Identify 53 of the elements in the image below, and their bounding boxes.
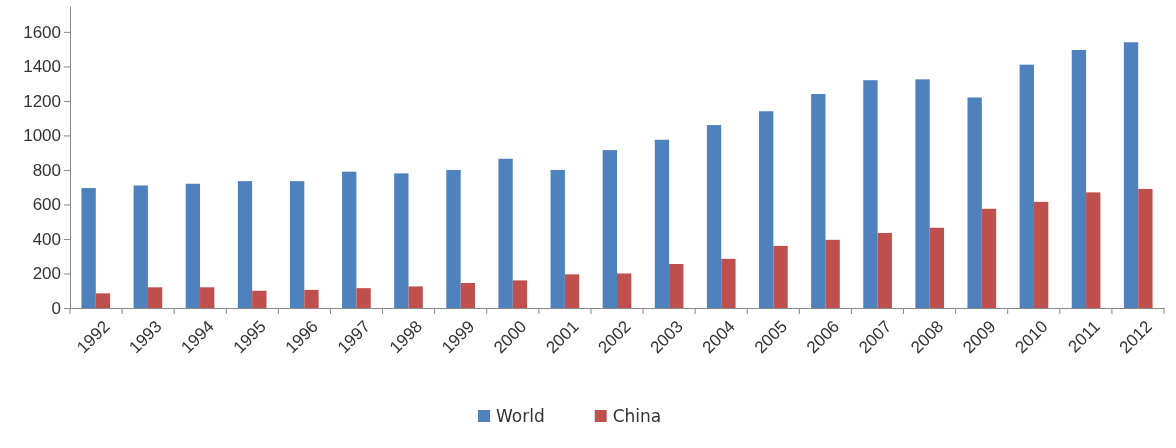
y-tick-label: 800 (32, 160, 61, 180)
bar (617, 273, 632, 308)
bar (1123, 42, 1139, 308)
bar (200, 287, 215, 308)
legend-label: China (612, 406, 662, 426)
y-tick-label: 1600 (23, 22, 61, 42)
bar (446, 169, 461, 308)
y-tick-label: 1200 (23, 91, 61, 111)
bar (133, 185, 148, 308)
bar (1019, 64, 1034, 308)
bar (863, 80, 878, 308)
bar (721, 258, 736, 308)
bar (237, 181, 253, 308)
bar (550, 169, 565, 308)
bar (394, 173, 409, 308)
bar (289, 181, 305, 308)
y-tick-label: 1000 (23, 126, 61, 146)
bar (81, 188, 96, 308)
bar (460, 282, 475, 308)
bar (1138, 188, 1153, 308)
bar (669, 263, 684, 308)
legend-label: World (496, 406, 545, 426)
bar (967, 97, 982, 308)
bar (915, 79, 930, 308)
bar (981, 208, 997, 308)
bar (564, 274, 580, 308)
bar (498, 158, 513, 308)
bar (602, 150, 617, 308)
bar (877, 232, 892, 308)
bar (825, 239, 840, 308)
bar (304, 289, 319, 308)
bar (512, 280, 528, 308)
bar (759, 111, 774, 308)
y-tick-label: 200 (32, 264, 61, 284)
bar (1086, 192, 1101, 308)
y-tick-label: 0 (51, 298, 61, 318)
bar (1071, 50, 1087, 308)
bar (408, 286, 423, 308)
bar (185, 183, 201, 308)
bar (654, 139, 670, 308)
bar (252, 290, 267, 308)
bar (356, 288, 371, 308)
bar (342, 171, 357, 308)
bar (811, 94, 826, 308)
y-tick-label: 400 (32, 229, 61, 249)
y-tick-label: 600 (32, 195, 61, 215)
bar (95, 293, 111, 308)
bar (929, 227, 945, 308)
bar (147, 287, 163, 308)
bar (706, 125, 722, 308)
y-tick-label: 1400 (23, 57, 61, 77)
bar (1033, 201, 1049, 308)
bar (773, 245, 788, 308)
